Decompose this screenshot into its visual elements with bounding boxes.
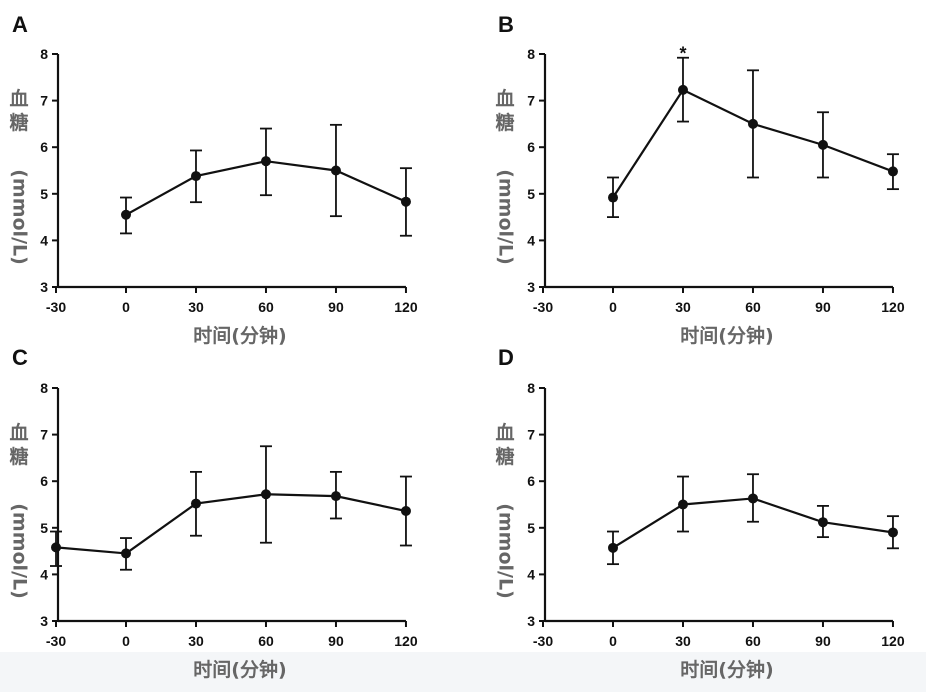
panel-a-y-tick-label: 4 xyxy=(40,232,48,248)
panel-a-x-tick-label: 90 xyxy=(328,299,344,315)
panel-b-data-point xyxy=(747,118,758,129)
panel-b-x-tick-label: 60 xyxy=(745,299,761,315)
panel-c-label: C xyxy=(12,345,28,370)
panel-a-y-axis-title-unit: (mmol/L) xyxy=(9,169,31,265)
panel-c-y-tick-label: 4 xyxy=(40,566,48,582)
panel-a-data-point xyxy=(260,156,271,167)
panel-a-x-axis-title: 时间(分钟) xyxy=(193,324,286,347)
panel-a-y-tick-label: 8 xyxy=(40,46,48,62)
panel-b-significance-mark: * xyxy=(679,44,686,64)
panel-a-x-tick-label: 120 xyxy=(394,299,418,315)
panel-d-x-tick-label: 60 xyxy=(745,633,761,649)
panel-b-label: B xyxy=(498,12,514,37)
panel-a-y-tick-label: 6 xyxy=(40,139,48,155)
panel-a-y-axis-title-char: 糖 xyxy=(9,111,28,134)
panel-c-y-axis-title-unit: (mmol/L) xyxy=(9,503,31,599)
panel-d-y-tick-label: 7 xyxy=(527,427,535,443)
panel-a-label: A xyxy=(12,12,28,37)
bottom-band xyxy=(0,652,926,692)
panel-a-y-tick-label: 3 xyxy=(40,279,48,295)
panel-c-y-tick-label: 6 xyxy=(40,473,48,489)
panel-d-y-tick-label: 4 xyxy=(527,566,535,582)
panel-a-x-tick-label: 60 xyxy=(258,299,274,315)
panel-d-data-point xyxy=(747,493,758,504)
panel-b-x-tick-label: 0 xyxy=(609,299,617,315)
panel-b-y-tick-label: 4 xyxy=(527,232,535,248)
panel-c-y-axis-title-char: 血 xyxy=(9,421,28,444)
panel-d-y-tick-label: 8 xyxy=(527,380,535,396)
panel-b-y-tick-label: 8 xyxy=(527,46,535,62)
panel-c-data-point xyxy=(121,548,131,559)
panel-b-y-axis-title-char: 糖 xyxy=(495,111,514,134)
panel-b-y-tick-label: 7 xyxy=(527,93,535,109)
panel-c-data-point xyxy=(260,489,271,500)
panel-d-data-point xyxy=(817,517,828,528)
panel-b-data-point xyxy=(887,166,898,177)
panel-b-data-point xyxy=(817,139,828,150)
panel-c-x-tick-label: 30 xyxy=(188,633,204,649)
panel-b-y-tick-label: 3 xyxy=(527,279,535,295)
panel-a-y-tick-label: 5 xyxy=(40,186,48,202)
panel-d-data-point xyxy=(887,527,898,538)
panel-c-data-point xyxy=(400,506,411,517)
panel-d-y-tick-label: 3 xyxy=(527,613,535,629)
panel-c-y-axis-title-char: 糖 xyxy=(9,445,28,468)
panel-a-y-tick-label: 7 xyxy=(40,93,48,109)
panel-d-y-axis-title-char: 糖 xyxy=(495,445,514,468)
panel-d-x-tick-label: 90 xyxy=(815,633,831,649)
panel-d-x-tick-label: 30 xyxy=(675,633,691,649)
panel-a-data-point xyxy=(400,196,411,207)
panel-b-y-axis-title-unit: (mmol/L) xyxy=(495,169,517,265)
panel-c-x-tick-label: 0 xyxy=(122,633,130,649)
panel-d-y-axis-title-char: 血 xyxy=(495,421,514,444)
panel-b-x-tick-label: 120 xyxy=(881,299,905,315)
panel-b-y-axis-title-char: 血 xyxy=(495,87,514,110)
panel-b-data-point xyxy=(677,84,688,95)
panel-a-y-axis-title-char: 血 xyxy=(9,87,28,110)
panel-a-x-tick-label: -30 xyxy=(46,299,66,315)
panel-b-data-point xyxy=(608,192,618,203)
panel-b-y-tick-label: 5 xyxy=(527,186,535,202)
panel-c-data-point xyxy=(330,491,341,502)
panel-c-x-axis-title: 时间(分钟) xyxy=(193,658,286,681)
panel-d-x-axis-title: 时间(分钟) xyxy=(680,658,773,681)
panel-d: D 3 4 5 6 7 8 -30 0 30 60 90 120 时间(分钟) 血糖 (mmol/L) xyxy=(495,345,905,681)
panel-a-x-tick-label: 30 xyxy=(188,299,204,315)
panel-a: A 3 4 5 6 7 8 -30 0 30 60 90 120 时间(分钟) 血糖 (mmol/L) xyxy=(9,12,418,347)
panel-a-data-point xyxy=(121,209,131,220)
panel-d-data-point xyxy=(677,499,688,510)
panel-d-x-tick-label: -30 xyxy=(533,633,553,649)
panel-c-data-point xyxy=(51,542,62,553)
panel-d-x-tick-label: 0 xyxy=(609,633,617,649)
panel-c-x-tick-label: 120 xyxy=(394,633,418,649)
panel-b-x-tick-label: -30 xyxy=(533,299,553,315)
panel-d-data-point xyxy=(608,542,618,553)
panel-c-x-tick-label: 90 xyxy=(328,633,344,649)
panel-c-x-tick-label: -30 xyxy=(46,633,66,649)
panel-a-x-tick-label: 0 xyxy=(122,299,130,315)
panel-b: B 3 4 5 6 7 8 -30 0 30 60 90 120 时间(分钟) 血糖 (mmol/L) * xyxy=(495,12,905,347)
panel-b-x-tick-label: 90 xyxy=(815,299,831,315)
panel-c: C 3 4 5 6 7 8 -30 0 30 60 90 120 时间(分钟) 血糖 (mmol/L) xyxy=(9,345,418,681)
panel-c-x-tick-label: 60 xyxy=(258,633,274,649)
panel-c-y-tick-label: 5 xyxy=(40,520,48,536)
panel-d-x-tick-label: 120 xyxy=(881,633,905,649)
panel-c-y-tick-label: 8 xyxy=(40,380,48,396)
panel-d-y-tick-label: 6 xyxy=(527,473,535,489)
panel-c-series-line xyxy=(55,493,407,555)
panel-b-x-tick-label: 30 xyxy=(675,299,691,315)
panel-c-data-point xyxy=(190,498,201,509)
panel-a-data-point xyxy=(330,165,341,176)
panel-a-data-point xyxy=(190,171,201,182)
panel-d-label: D xyxy=(498,345,514,370)
panel-b-y-tick-label: 6 xyxy=(527,139,535,155)
panel-d-y-tick-label: 5 xyxy=(527,520,535,536)
panel-d-y-axis-title-unit: (mmol/L) xyxy=(495,503,517,599)
panel-c-y-tick-label: 7 xyxy=(40,427,48,443)
panel-b-x-axis-title: 时间(分钟) xyxy=(680,324,773,347)
panel-c-y-tick-label: 3 xyxy=(40,613,48,629)
